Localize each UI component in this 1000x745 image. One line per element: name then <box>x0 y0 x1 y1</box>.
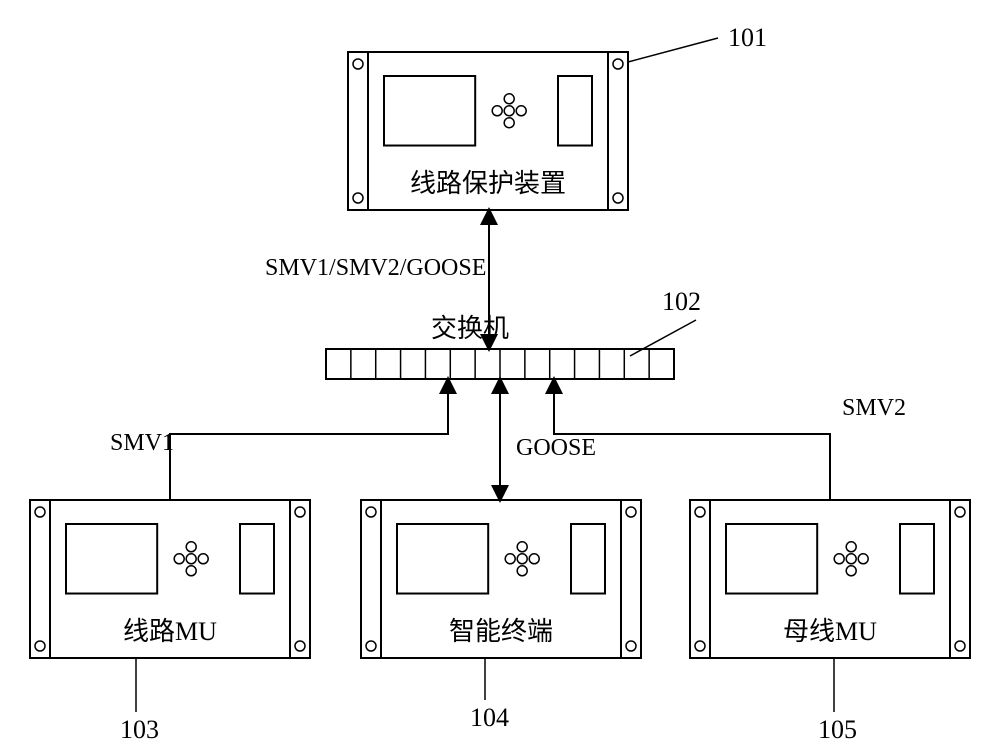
svg-text:SMV1: SMV1 <box>110 430 174 456</box>
ref-105-num: 105 <box>818 715 857 744</box>
link-left <box>170 379 448 500</box>
switch: 交换机 <box>326 314 674 379</box>
svg-text:GOOSE: GOOSE <box>516 435 596 461</box>
ref-102-num: 102 <box>662 287 701 316</box>
ref-101-leader <box>628 38 718 62</box>
device-line-protection: 线路保护装置 <box>348 52 628 210</box>
svg-text:SMV2: SMV2 <box>842 395 906 421</box>
ref-104-num: 104 <box>470 703 509 732</box>
switch-label: 交换机 <box>431 314 509 343</box>
device-bus-mu-label: 母线MU <box>783 617 877 646</box>
ref-102-leader <box>630 320 696 356</box>
device-line-mu: 线路MU <box>30 500 310 658</box>
device-bus-mu: 母线MU <box>690 500 970 658</box>
device-intelligent-terminal: 智能终端 <box>361 500 641 658</box>
svg-text:SMV1/SMV2/GOOSE: SMV1/SMV2/GOOSE <box>265 255 486 281</box>
ref-101-num: 101 <box>728 23 767 52</box>
device-line-protection-label: 线路保护装置 <box>410 169 566 198</box>
device-line-mu-label: 线路MU <box>123 617 217 646</box>
ref-103-num: 103 <box>120 715 159 744</box>
device-intelligent-terminal-label: 智能终端 <box>449 617 553 646</box>
